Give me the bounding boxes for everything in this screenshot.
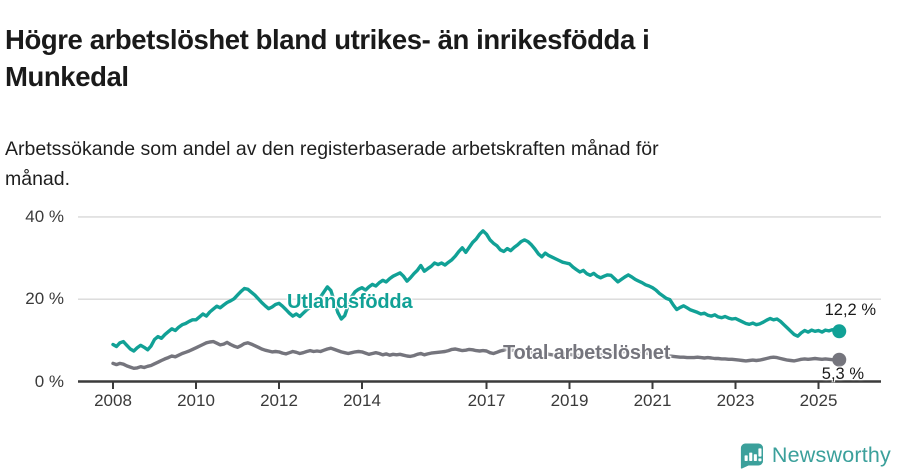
- x-tick-label: 2008: [94, 391, 132, 410]
- series-end-dot-utlandsfodda: [832, 324, 847, 339]
- x-tick-label: 2023: [716, 391, 755, 410]
- series-label-total-arbetsloshet: Total arbetslöshet: [503, 342, 671, 364]
- chart-subtitle: Arbetssökande som andel av den registerb…: [5, 137, 659, 190]
- end-value-label-total: 5,3 %: [821, 365, 864, 383]
- y-tick-label: 40 %: [25, 206, 64, 226]
- series-line-utlandsfodda: [111, 229, 841, 353]
- x-tick-label: 2017: [467, 391, 506, 410]
- series-label-utlandsfodda: Utlandsfödda: [287, 291, 413, 313]
- newsworthy-logo: Newsworthy: [738, 440, 891, 470]
- series-line-total: [111, 339, 841, 370]
- x-tick-label: 2014: [343, 391, 381, 410]
- x-tick-label: 2012: [260, 391, 298, 410]
- end-value-label-utlandsfodda: 12,2 %: [824, 301, 876, 319]
- series-end-dot-total: [832, 352, 847, 367]
- y-tick-label: 20 %: [25, 289, 64, 309]
- bar-chart-speech-bubble-icon: [740, 443, 763, 469]
- x-tick-label: 2025: [799, 391, 838, 410]
- x-tick-label: 2019: [550, 391, 589, 410]
- brand-name: Newsworthy: [771, 442, 891, 467]
- page-title: Högre arbetslöshet bland utrikes- än inr…: [5, 24, 650, 92]
- y-tick-label: 0 %: [34, 371, 64, 391]
- x-tick-label: 2021: [633, 391, 672, 410]
- x-tick-label: 2010: [177, 391, 215, 410]
